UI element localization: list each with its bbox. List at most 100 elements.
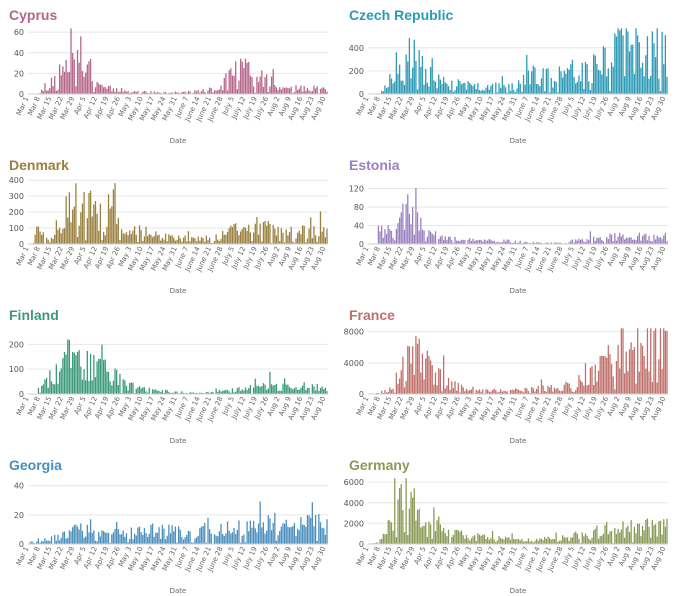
bar [503,391,504,394]
bar [183,540,184,544]
bar [471,538,472,544]
bar [637,524,638,544]
y-tick-label: 40 [14,482,24,491]
bar [106,227,107,244]
bar [54,76,55,94]
bar [308,515,309,544]
bar [100,536,101,544]
bar [258,235,259,244]
bar [245,59,246,94]
bar [642,346,643,394]
bar [62,66,63,94]
bar [463,240,464,244]
bar [312,238,313,244]
bar [98,231,99,244]
bar [256,532,257,544]
bar [204,523,205,544]
bar [149,234,150,244]
bar [451,381,452,394]
bar [108,194,109,244]
bar [596,238,597,244]
bar [422,354,423,394]
bar [386,234,387,244]
bar [271,384,272,394]
bar [409,509,410,544]
bar [189,531,190,544]
bar [526,388,527,394]
bar [627,371,628,394]
bar [313,86,314,94]
bar [295,85,296,94]
bar [494,540,495,544]
bar [51,381,52,394]
bar [62,229,63,244]
bar [134,226,135,244]
bar [546,539,547,544]
bar [258,82,259,94]
bar [44,379,45,394]
bar [207,90,208,94]
bar [67,339,68,394]
bar [445,389,446,394]
bar [518,539,519,544]
bar [417,344,418,394]
bar [315,235,316,244]
bar [596,525,597,544]
bar [396,537,397,544]
bar [438,517,439,544]
bar [645,55,646,94]
bar [313,387,314,394]
bars [30,183,328,244]
bar [631,520,632,544]
bar [79,350,80,394]
bar [75,355,76,394]
bar [586,385,587,394]
bar [626,238,627,244]
bar [224,536,225,544]
bar [397,74,398,94]
bar [157,235,158,244]
y-tick-label: 80 [354,203,364,212]
bar [232,75,233,94]
bar [603,46,604,94]
bar [484,535,485,544]
bar [528,71,529,94]
bar [467,240,468,244]
bar [564,71,565,94]
bar [291,388,292,394]
bar [477,240,478,244]
bar [481,240,482,244]
bar [98,359,99,394]
bar [603,534,604,544]
bar [198,236,199,244]
bar [59,228,60,244]
bar [417,510,418,544]
y-tick-label: 100 [9,365,24,374]
bar [245,228,246,244]
bar [302,386,303,394]
bar [310,518,311,544]
bar [404,230,405,244]
x-axis-title: Date [510,587,527,595]
bar [642,236,643,244]
bar [59,64,60,94]
bar [256,77,257,94]
bar [121,88,122,94]
bar [209,87,210,94]
bar [490,86,491,94]
bar [657,28,658,94]
bar [258,386,259,394]
bar [289,88,290,94]
bar [118,529,119,544]
bar [570,64,571,94]
bar [481,536,482,544]
bar [217,240,218,244]
bar [556,82,557,94]
bar [600,71,601,94]
bar [224,390,225,394]
bar [264,77,265,94]
bar [467,538,468,544]
bar [407,194,408,244]
